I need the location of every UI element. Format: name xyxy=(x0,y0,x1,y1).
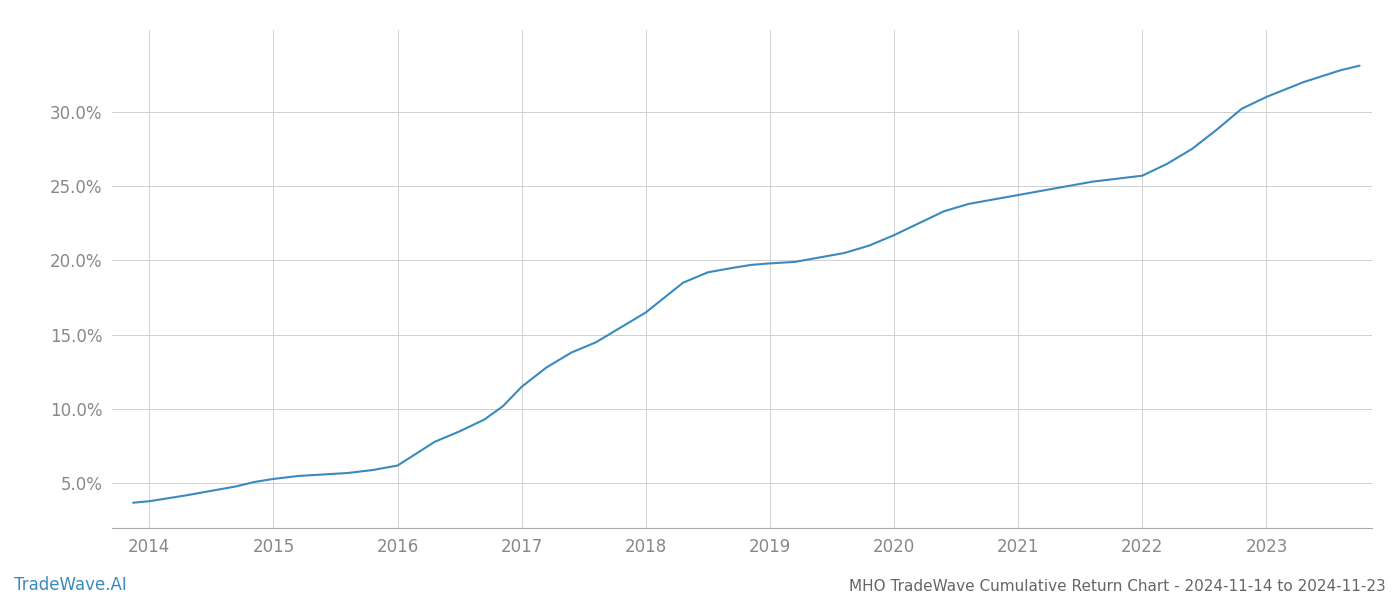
Text: MHO TradeWave Cumulative Return Chart - 2024-11-14 to 2024-11-23: MHO TradeWave Cumulative Return Chart - … xyxy=(850,579,1386,594)
Text: TradeWave.AI: TradeWave.AI xyxy=(14,576,127,594)
